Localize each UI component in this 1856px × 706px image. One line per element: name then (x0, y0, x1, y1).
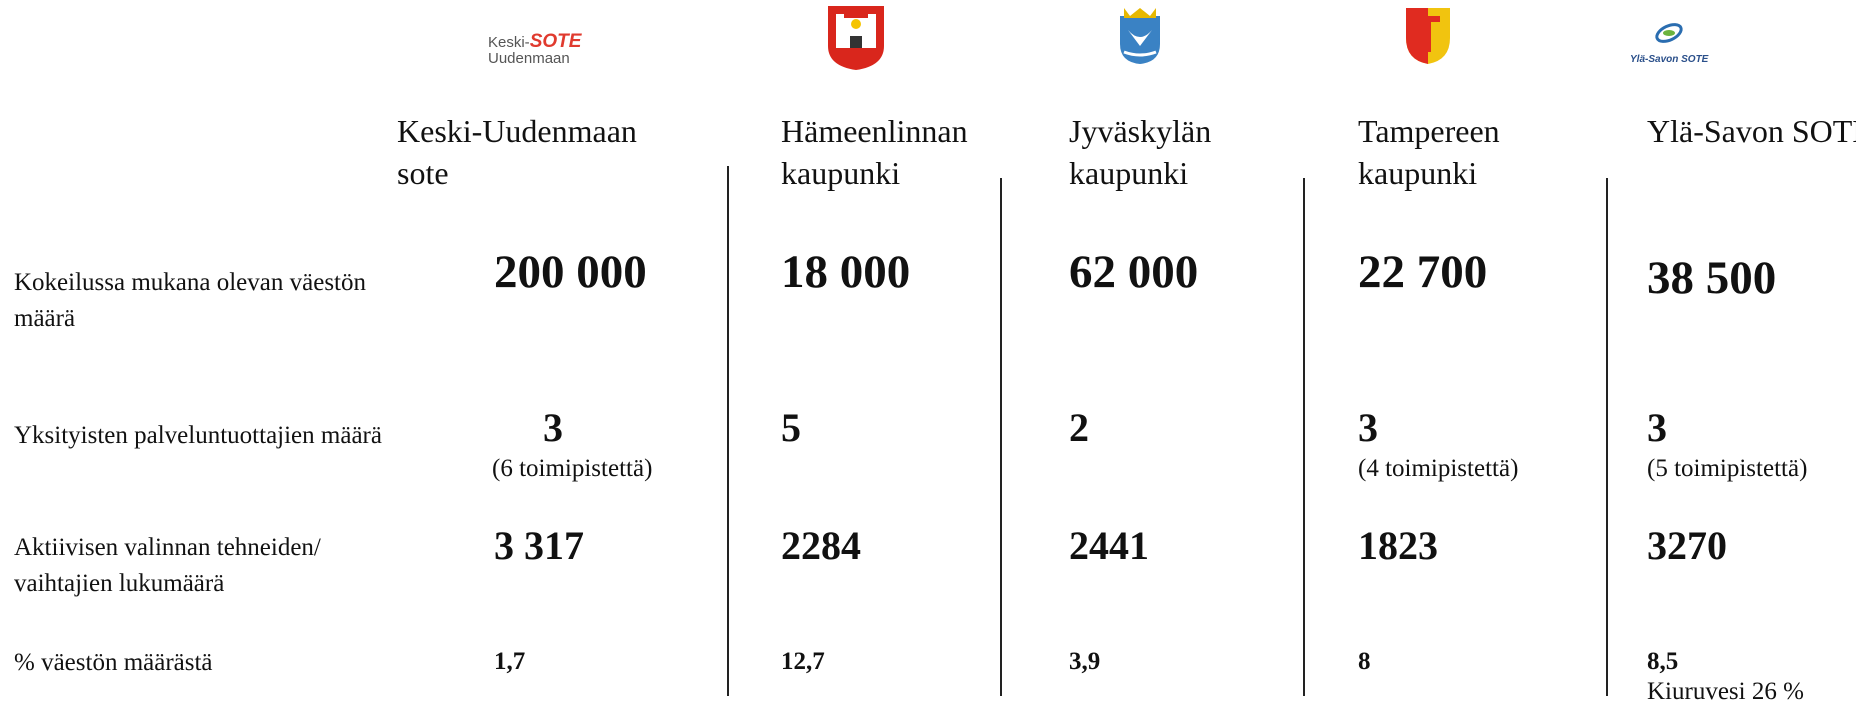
providers: 2 (1069, 405, 1089, 450)
column-divider (1606, 178, 1608, 696)
choices: 2284 (781, 523, 861, 568)
logo-jyvaskyla (1120, 8, 1160, 64)
providers-note: (5 toimipistettä) (1647, 455, 1808, 482)
choices: 3270 (1647, 523, 1727, 568)
providers-note: (6 toimipistettä) (492, 455, 653, 482)
column-header: Tampereen kaupunki (1358, 113, 1500, 191)
percent-note: Kiuruvesi 26 % (1647, 678, 1804, 705)
percent: 8,5 (1647, 648, 1679, 675)
providers: 5 (781, 405, 801, 450)
population: 62 000 (1069, 246, 1199, 298)
row-label: Yksityisten palveluntuottajien määrä (14, 422, 382, 449)
column-header: Jyväskylän kaupunki (1069, 113, 1212, 191)
providers: 3 (1358, 405, 1378, 450)
logo-text: SOTE (529, 31, 582, 52)
population: 200 000 (494, 246, 647, 298)
logo-mark (1655, 23, 1683, 43)
population: 18 000 (781, 246, 911, 298)
logo-hameenlinna (828, 6, 884, 70)
choices: 2441 (1069, 523, 1149, 568)
logo-yla-savo: Ylä-Savon SOTE (1630, 22, 1708, 67)
population: 38 500 (1647, 252, 1777, 304)
logo-keski-sote: Keski-SOTE Uudenmaan (488, 31, 582, 67)
choices: 1823 (1358, 523, 1438, 568)
column-header: Ylä-Savon SOTE (1647, 113, 1856, 149)
population: 22 700 (1358, 246, 1488, 298)
providers: 3 (1647, 405, 1667, 450)
percent: 1,7 (494, 648, 526, 675)
percent: 3,9 (1069, 648, 1101, 675)
choices: 3 317 (494, 523, 584, 568)
column-divider (727, 166, 729, 696)
column-divider (1303, 178, 1305, 696)
logo-text: Ylä-Savon SOTE (1630, 54, 1709, 65)
row-label: % väestön määrästä (14, 649, 213, 676)
row-label: Aktiivisen valinnan tehneiden/ vaihtajie… (14, 534, 321, 597)
percent: 12,7 (781, 648, 825, 675)
logo-text: Keski- (488, 34, 530, 51)
percent: 8 (1358, 648, 1371, 675)
row-label: Kokeilussa mukana olevan väestön määrä (14, 269, 366, 332)
logo-tampere (1406, 8, 1450, 64)
column-divider (1000, 178, 1002, 696)
providers: 3 (543, 405, 563, 450)
providers-note: (4 toimipistettä) (1358, 455, 1519, 482)
column-header: Keski-Uudenmaan sote (397, 113, 637, 191)
logo-text: Uudenmaan (488, 50, 570, 67)
column-header: Hämeenlinnan kaupunki (781, 113, 968, 191)
